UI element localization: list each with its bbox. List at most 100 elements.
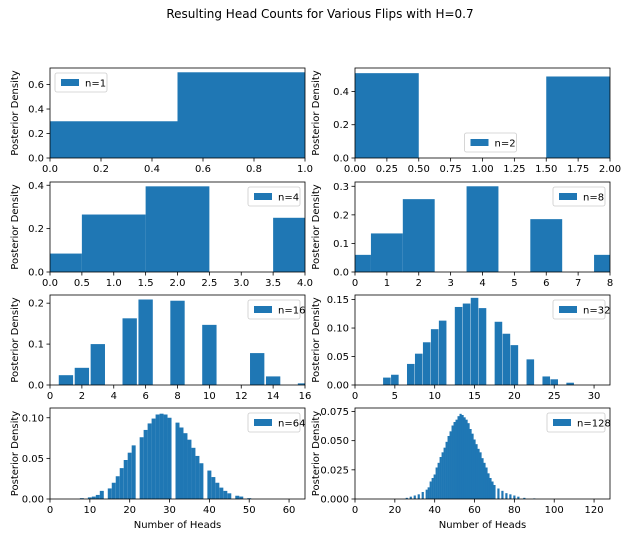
y-axis-label: Posterior Density (311, 70, 322, 155)
bar (530, 219, 563, 272)
bar (437, 462, 440, 499)
legend-label: n=32 (583, 306, 610, 317)
bar (111, 482, 116, 499)
bar (459, 413, 462, 499)
bar (422, 342, 431, 385)
subplot-6: 0 5 10 15 20 25 30 0.00 0.05 0.10 0.15 Posterior De… (311, 294, 610, 402)
legend-swatch (254, 193, 272, 200)
bar (247, 498, 252, 499)
bar (438, 320, 447, 385)
bar (481, 458, 484, 499)
bar (87, 497, 92, 499)
bar (502, 333, 511, 385)
x-tick-label: 40 (428, 505, 441, 516)
y-axis-label: Posterior Density (10, 70, 21, 155)
x-tick-label: 20 (508, 391, 521, 402)
x-tick-label: 1.00 (471, 164, 493, 175)
bar (485, 467, 488, 499)
bar (431, 478, 434, 499)
bar (526, 359, 535, 385)
x-tick-label: 4.0 (297, 278, 313, 289)
bar (509, 494, 512, 499)
y-tick-label: 0.2 (28, 129, 44, 140)
legend-label: n=16 (278, 306, 305, 317)
bar (406, 363, 415, 385)
bar (223, 490, 228, 499)
bar (167, 417, 172, 499)
x-tick-label: 3.5 (265, 278, 281, 289)
bar (453, 422, 456, 499)
y-tick-label: 0.00 (22, 495, 44, 506)
y-axis-label: Posterior Density (10, 184, 21, 269)
bar (443, 447, 446, 499)
bar (187, 439, 192, 499)
bar (542, 376, 551, 385)
bar (470, 297, 479, 385)
bar (119, 468, 124, 499)
x-tick-label: 15 (468, 391, 481, 402)
y-tick-label: 0.000 (320, 495, 349, 506)
x-tick-label: 40 (203, 505, 216, 516)
bar (455, 419, 458, 499)
legend-swatch (559, 306, 577, 313)
bar (99, 490, 104, 499)
y-tick-label: 0.3 (333, 182, 349, 193)
y-axis-label: Posterior Density (311, 184, 322, 269)
x-tick-label: 0 (352, 391, 358, 402)
bar (513, 495, 516, 499)
bar (566, 382, 574, 385)
bar (391, 374, 399, 385)
figure-title: Resulting Head Counts for Various Flips … (166, 7, 473, 21)
y-tick-label: 0.2 (28, 299, 44, 310)
legend-swatch (254, 419, 272, 426)
x-tick-label: 8 (174, 391, 180, 402)
x-tick-label: 0.4 (144, 164, 160, 175)
bar (151, 418, 156, 499)
bar (383, 377, 391, 385)
bar (175, 422, 180, 499)
legend-label: n=128 (577, 419, 611, 430)
x-tick-label: 25 (548, 391, 561, 402)
x-tick-label: 12 (235, 391, 248, 402)
axes-frame (354, 407, 611, 500)
bar (123, 460, 128, 499)
y-tick-label: 0.4 (333, 87, 349, 98)
bar (429, 481, 432, 499)
x-axis-label: Number of Heads (439, 520, 527, 531)
bar-series (58, 299, 305, 385)
bar (491, 481, 494, 499)
y-tick-label: 0.0 (28, 268, 44, 279)
y-tick-label: 0.15 (327, 295, 349, 306)
x-tick-label: 1.5 (138, 278, 154, 289)
y-tick-label: 0.0 (28, 381, 44, 392)
bar (355, 254, 371, 272)
bar (433, 474, 436, 499)
bar (95, 494, 100, 499)
bar (122, 318, 137, 385)
y-tick-label: 0.10 (22, 413, 44, 424)
bar (155, 414, 160, 499)
x-tick-label: 0.8 (246, 164, 262, 175)
bar (207, 470, 212, 499)
x-tick-label: 1.0 (297, 164, 313, 175)
bar (483, 462, 486, 499)
legend: n=2 (464, 132, 517, 153)
bar-series (355, 73, 610, 158)
bar (195, 455, 200, 499)
y-tick-label: 0.00 (327, 381, 349, 392)
bar (467, 423, 470, 499)
bar (478, 308, 487, 385)
subplots-grid: 0.0 0.2 0.4 0.6 0.8 1.0 0.0 0.2 0.4 0.6 Posterior … (10, 67, 621, 531)
bar (489, 478, 492, 499)
y-tick-label: 0.05 (327, 352, 349, 363)
bar (297, 383, 305, 385)
y-tick-label: 0.025 (320, 465, 349, 476)
y-tick-label: 0.4 (28, 105, 44, 116)
bar (594, 254, 610, 272)
bar (215, 482, 220, 499)
bar (405, 497, 408, 499)
x-tick-label: 0.6 (195, 164, 211, 175)
legend-label: n=2 (495, 139, 516, 150)
x-tick-label: 30 (588, 391, 601, 402)
